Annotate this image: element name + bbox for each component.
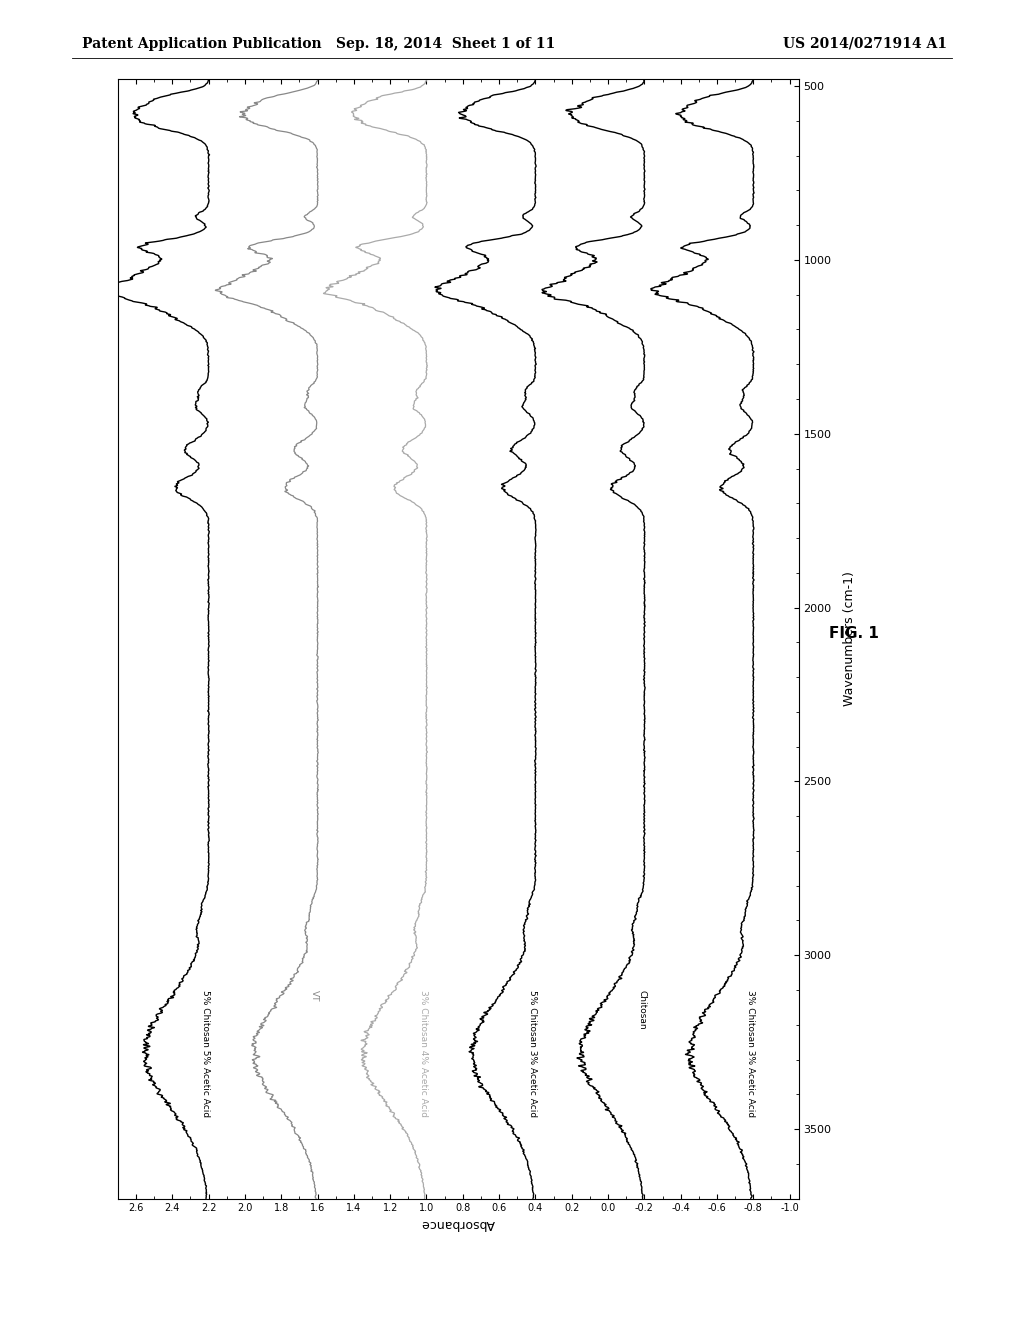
Text: VT: VT	[310, 990, 319, 1002]
Text: 3% Chitosan 3% Acetic Acid: 3% Chitosan 3% Acetic Acid	[746, 990, 755, 1117]
Text: Patent Application Publication: Patent Application Publication	[82, 37, 322, 51]
Text: FIG. 1: FIG. 1	[829, 626, 880, 642]
Text: Chitosan: Chitosan	[637, 990, 646, 1030]
Text: US 2014/0271914 A1: US 2014/0271914 A1	[783, 37, 947, 51]
Text: Absorbance: Absorbance	[421, 1217, 496, 1230]
Y-axis label: Wavenumbers (cm-1): Wavenumbers (cm-1)	[843, 572, 856, 706]
Text: 5% Chitosan 5% Acetic Acid: 5% Chitosan 5% Acetic Acid	[202, 990, 210, 1117]
Text: 3% Chitosan 4% Acetic Acid: 3% Chitosan 4% Acetic Acid	[419, 990, 428, 1117]
Text: 5% Chitosan 3% Acetic Acid: 5% Chitosan 3% Acetic Acid	[528, 990, 538, 1117]
Text: Sep. 18, 2014  Sheet 1 of 11: Sep. 18, 2014 Sheet 1 of 11	[336, 37, 555, 51]
